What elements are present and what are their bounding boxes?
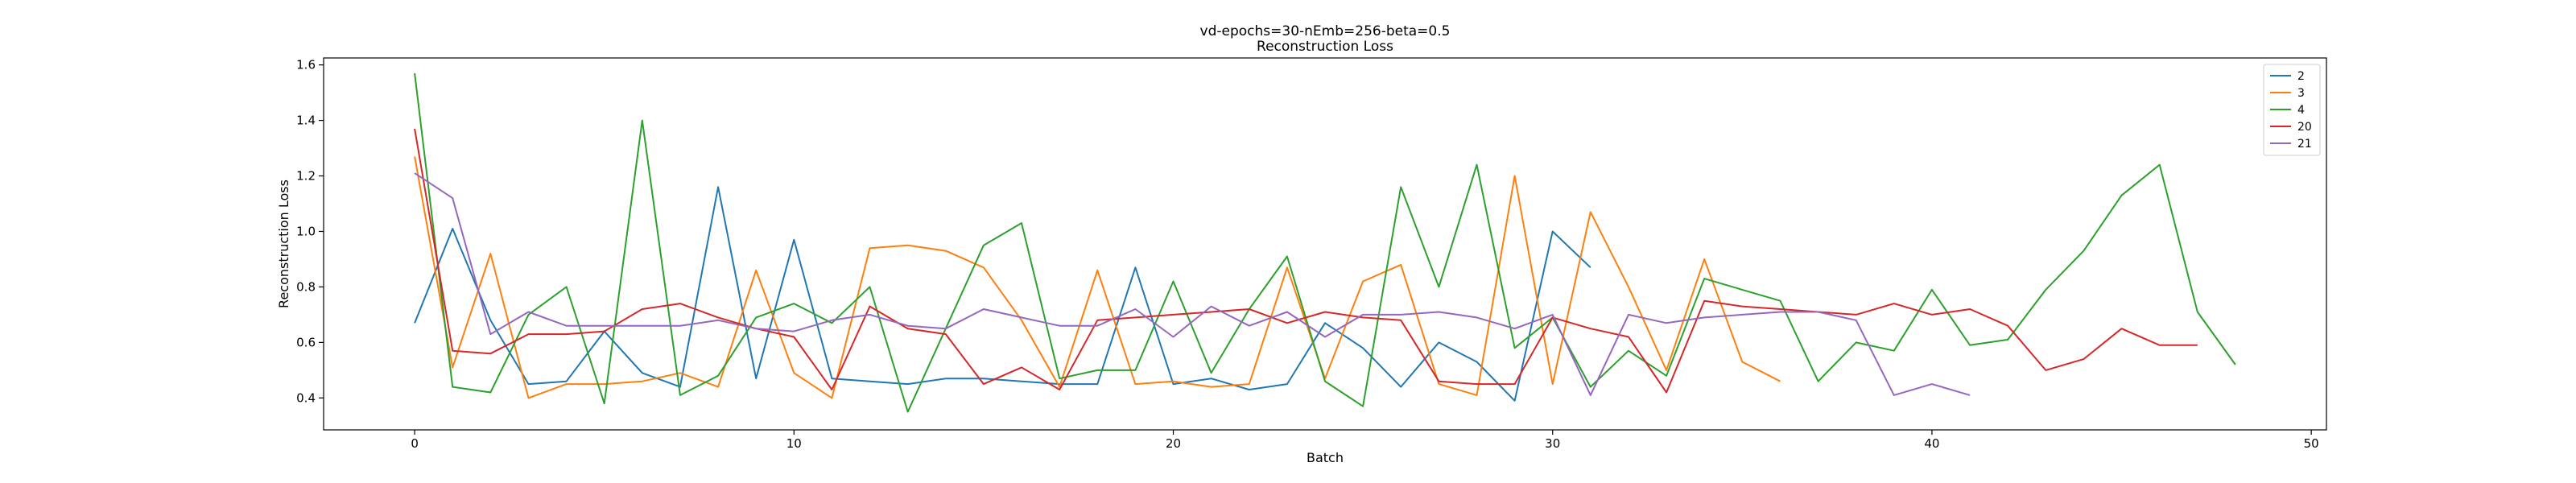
- y-tick-label: 1.2: [296, 169, 316, 184]
- x-tick-label: 20: [1166, 436, 1181, 451]
- series-line-3: [414, 156, 1781, 399]
- x-axis-label: Batch: [1307, 450, 1344, 465]
- axis-ticks: 0 10 20 30 40 50 0.4 0.6 0.8 1.0 1.2 1.4 1.6: [296, 58, 2319, 451]
- x-tick-label: 40: [1924, 436, 1939, 451]
- series-line-4: [414, 72, 2236, 413]
- series-line-21: [414, 172, 1971, 396]
- legend: 2 3 4 20 21: [2263, 64, 2321, 156]
- y-axis-label: Reconstruction Loss: [276, 180, 291, 308]
- y-tick-label: 1.0: [296, 224, 316, 238]
- chart-subtitle: Reconstruction Loss: [1257, 39, 1393, 55]
- legend-label-20: 20: [2297, 121, 2312, 134]
- chart-title: vd-epochs=30-nEmb=256-beta=0.5: [1200, 23, 1451, 39]
- x-tick-label: 0: [411, 436, 419, 451]
- legend-box: [2263, 64, 2321, 156]
- plot-area: [414, 72, 2236, 413]
- legend-label-3: 3: [2297, 87, 2305, 100]
- series-line-2: [414, 186, 1591, 402]
- legend-label-2: 2: [2297, 70, 2305, 83]
- legend-label-21: 21: [2297, 138, 2312, 151]
- legend-label-4: 4: [2297, 104, 2305, 117]
- y-tick-label: 0.6: [296, 335, 316, 349]
- x-tick-label: 50: [2304, 436, 2319, 451]
- y-tick-label: 1.6: [296, 58, 316, 72]
- y-tick-label: 0.8: [296, 279, 316, 294]
- y-tick-label: 0.4: [296, 390, 316, 405]
- x-tick-label: 30: [1545, 436, 1560, 451]
- axes-frame: [323, 57, 2327, 431]
- series-line-20: [414, 128, 2198, 394]
- x-tick-label: 10: [786, 436, 802, 451]
- y-tick-label: 1.4: [296, 114, 316, 128]
